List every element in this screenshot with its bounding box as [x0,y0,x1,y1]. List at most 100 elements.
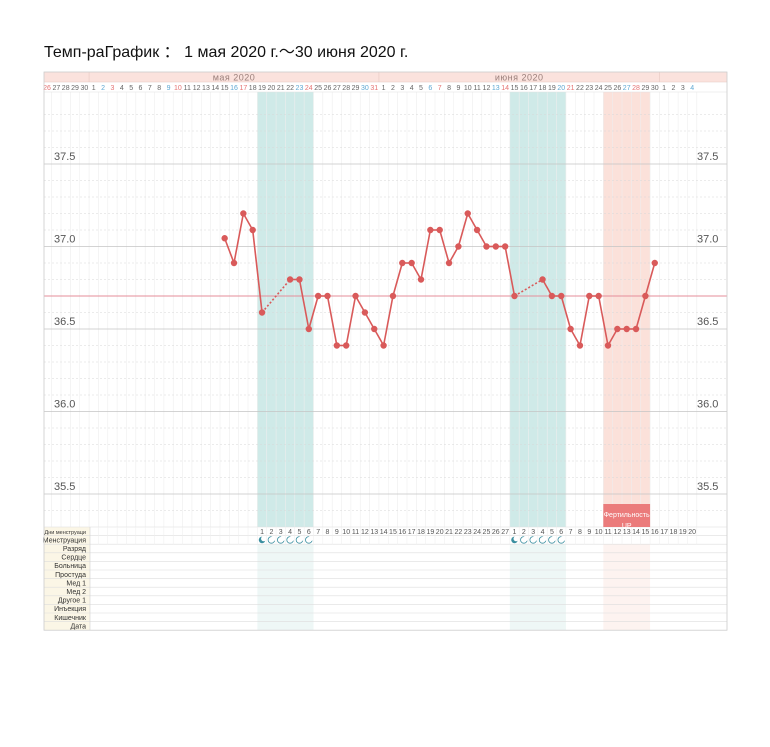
series-segment [504,246,516,297]
series-segment [644,262,656,297]
chart-border [43,71,728,631]
series-segment [298,279,310,330]
y-tick-label-right: 37.5 [697,151,718,163]
cycle-day-label: 18 [417,529,425,536]
data-point [221,235,228,242]
date-label: 23 [585,85,593,92]
date-label: 27 [623,85,631,92]
cycle-day-label: 21 [445,529,453,536]
data-point [501,243,509,250]
data-point [548,292,556,300]
moon-cut [522,536,529,542]
temperature-series [221,210,658,349]
series-segment [579,295,591,346]
data-point [399,259,406,267]
cycle-day-label: 11 [352,529,359,536]
date-label: 20 [557,85,565,92]
month-label: июня 2020 [495,73,544,83]
date-label: 10 [464,85,472,92]
cycle-day-label: 22 [455,529,463,536]
data-point [314,292,322,300]
date-label: 31 [370,85,378,92]
date-label: 27 [333,85,341,92]
cycle-day-label: 6 [307,529,311,536]
chart-grid: 35.5 35.5 36.0 36.0 36.5 36.5 37.0 37.0 37.5 37.5 [44,82,727,527]
crescent-moon-icon [511,536,519,544]
date-label: 23 [296,85,304,92]
cycle-day-label: 17 [408,529,416,536]
date-label: 30 [81,85,89,92]
date-label: 14 [501,85,509,92]
row-label: Больница [54,563,86,570]
row-label: Кишечник [54,615,87,622]
date-label: 20 [268,85,276,92]
data-point [586,292,593,300]
date-label: 9 [167,85,171,92]
data-point [576,342,584,349]
date-label: 29 [642,85,650,92]
moon-cut [550,536,557,542]
y-tick-label-right: 36.0 [697,399,718,411]
moon-cut [541,536,547,542]
series-segment [597,295,609,346]
date-label: 2 [671,85,675,92]
date-label: 18 [539,85,547,92]
row-label: Мед 2 [66,589,86,596]
cycle-day-label: 14 [380,529,388,536]
date-label: 14 [211,85,219,92]
page-title: Темп-раГрафик ： 1 мая 2020 г.～30 июня 20… [44,44,409,61]
date-label: 22 [576,85,584,92]
date-label: 1 [382,85,386,92]
date-label: 29 [352,85,360,92]
data-point [258,309,266,316]
data-point [427,226,434,234]
y-tick-label-left: 37.5 [54,151,75,163]
date-label: 11 [473,85,480,92]
y-tick-label-left: 37.0 [54,234,75,246]
fertility-label: UP [622,523,632,530]
date-label: 24 [595,85,603,92]
data-point [380,342,387,349]
cycle-day-label: 18 [670,529,678,536]
moon-cut [261,536,267,542]
date-label: 8 [157,85,161,92]
moon-cut [289,536,295,542]
date-label: 6 [428,85,432,92]
date-label: 18 [249,85,257,92]
row-label: Инъекция [54,606,86,613]
cycle-day-label: 2 [269,529,273,536]
series-segment [635,295,647,330]
data-point [296,276,303,283]
series-segment [223,237,235,264]
cycle-day-label: 15 [389,529,397,536]
data-point [604,342,612,349]
cycle-day-label: 8 [326,529,330,536]
row-label: Простуда [55,572,86,579]
date-label: 9 [456,85,460,92]
data-point [445,259,453,267]
y-tick-label-left: 36.0 [54,399,75,411]
cycle-day-label: 19 [679,529,687,536]
moon-cut [513,536,519,542]
date-label: 7 [438,85,442,92]
data-point [240,210,247,217]
series-segment [326,295,338,346]
y-tick-label-left: 36.5 [54,316,75,328]
date-label: 13 [202,85,210,92]
data-point [361,309,369,316]
series-segment [233,213,245,264]
date-label: 5 [129,85,133,92]
cycle-day-label: 14 [632,529,640,536]
cycle-day-label: 10 [595,529,603,536]
series-segment [345,295,357,346]
crescent-moon-icon [529,536,538,544]
date-label: 2 [101,85,105,92]
date-label: 22 [286,85,294,92]
date-label: 19 [258,85,266,92]
date-label: 7 [148,85,152,92]
data-point [389,292,397,300]
month-header-bg [44,72,727,82]
